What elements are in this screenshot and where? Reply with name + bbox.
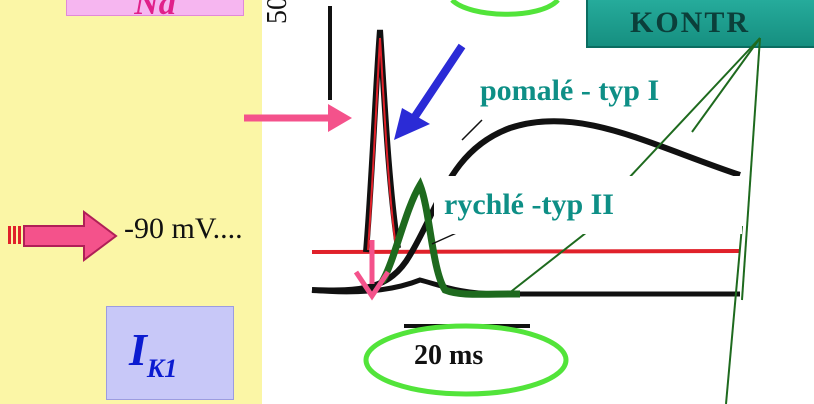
ik1-main-letter: I xyxy=(129,324,147,375)
blue-arrow-head xyxy=(394,108,430,140)
top-ellipse xyxy=(450,0,560,17)
kontr-pointer-4 xyxy=(725,225,743,404)
fast-type-label: rychlé -typ II xyxy=(444,188,614,221)
left-arrow-stripe-2 xyxy=(13,226,16,244)
left-arrow-stripe-1 xyxy=(8,226,11,244)
kontraktion-box: KONTR xyxy=(586,0,814,48)
ik1-current-label: IK1 xyxy=(129,325,177,394)
trace-red-resting xyxy=(311,249,741,254)
fast-type-box: rychlé -typ II xyxy=(434,176,742,234)
time-scale-ellipse xyxy=(363,323,569,397)
left-arrow-body xyxy=(23,210,118,262)
time-scale-label: 20 ms xyxy=(414,340,484,371)
blue-arrow-shaft xyxy=(406,43,466,127)
action-potential-spike xyxy=(363,29,401,253)
trace-green-fast xyxy=(378,177,521,298)
kontr-pointer-1 xyxy=(691,37,761,133)
ik1-current-box: IK1 xyxy=(106,306,234,400)
ik1-subscript: K1 xyxy=(146,354,178,383)
kontraktion-label: KONTR xyxy=(630,6,751,39)
left-arrow-stripe-3 xyxy=(18,226,21,244)
slow-type-label: pomalé - typ I xyxy=(476,72,664,110)
pink-down-arrow-head xyxy=(353,270,391,301)
pink-arrow-head xyxy=(328,104,352,132)
slow-leader-line xyxy=(461,119,483,141)
resting-potential-label: -90 mV.... xyxy=(124,212,243,245)
action-potential-spike-red xyxy=(367,37,397,251)
na-ion-box: Na xyxy=(66,0,244,22)
kontr-pointer-3 xyxy=(741,37,761,301)
kontr-pointer-2 xyxy=(611,37,761,197)
